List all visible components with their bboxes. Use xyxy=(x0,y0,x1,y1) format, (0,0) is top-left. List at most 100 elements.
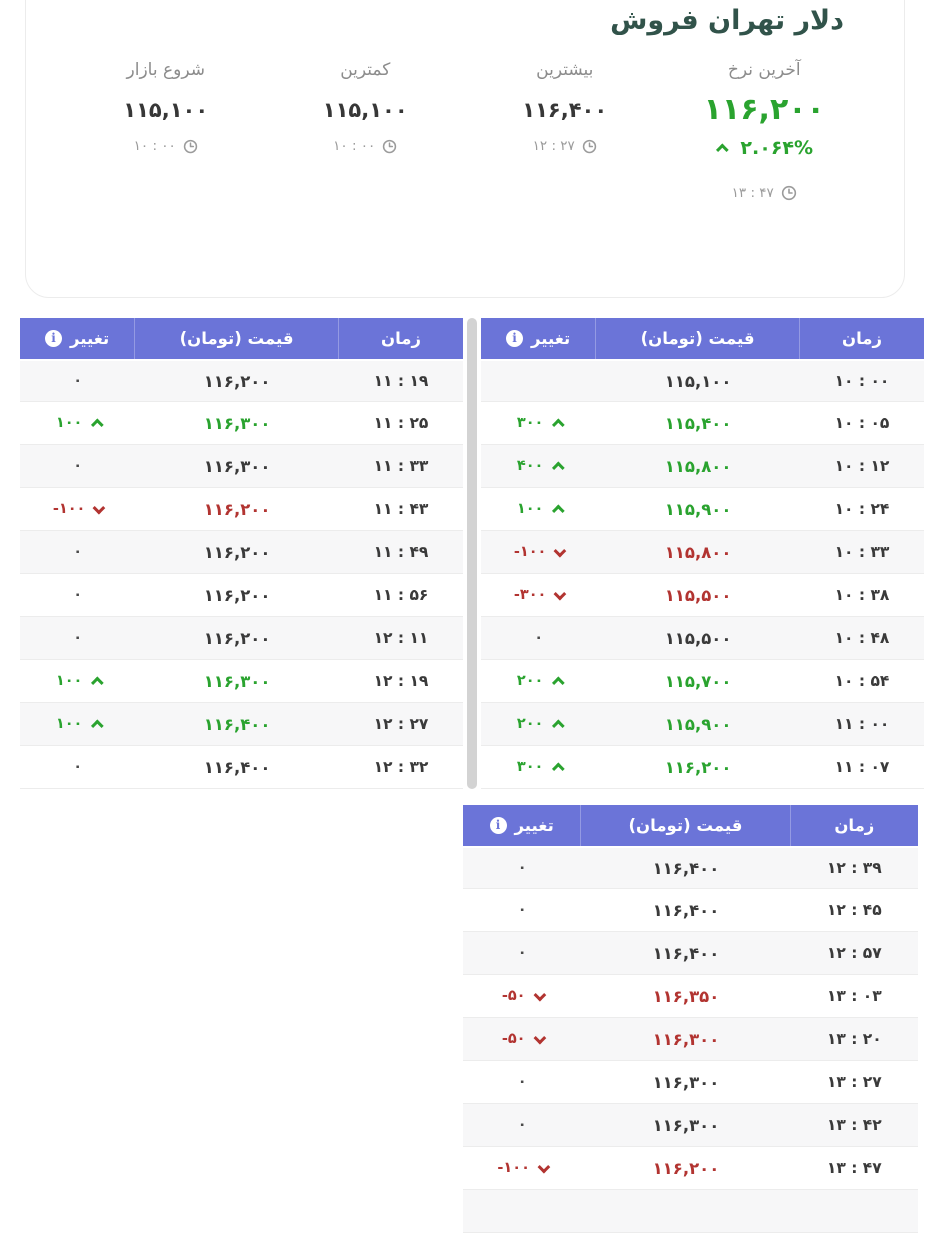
change-cell: ۲۰۰ xyxy=(481,673,596,689)
table-row: ۱۳ : ۲۷ ۱۱۶,۳۰۰ ۰ xyxy=(463,1061,918,1104)
col-header-time: زمان xyxy=(841,329,882,348)
price-cell: ۱۱۶,۴۰۰ xyxy=(203,757,271,777)
stat-label: بیشترین xyxy=(536,60,594,80)
table-row: ۱۰ : ۴۸ ۱۱۵,۵۰۰ ۰ xyxy=(481,617,924,660)
col-header-change[interactable]: تغییر i xyxy=(481,318,597,359)
price-cell: ۱۱۵,۱۰۰ xyxy=(664,371,732,391)
time-cell: ۱۱ : ۴۹ xyxy=(373,543,429,561)
time-cell: ۱۳ : ۲۷ xyxy=(826,1073,882,1091)
vertical-scrollbar[interactable] xyxy=(467,318,477,789)
change-cell: ۳۰۰ xyxy=(481,759,596,775)
change-cell: ۲۰۰ xyxy=(481,716,596,732)
table-row: ۱۱ : ۴۳ ۱۱۶,۲۰۰ -۱۰۰ xyxy=(20,488,463,531)
change-cell: ۰ xyxy=(534,630,544,646)
time-cell: ۱۱ : ۳۳ xyxy=(373,457,429,475)
stat-time: ۱۰ : ۰۰ xyxy=(333,138,397,154)
time-cell: ۱۱ : ۵۶ xyxy=(373,586,429,604)
col-header-change[interactable]: تغییر i xyxy=(463,805,582,846)
time-cell: ۱۳ : ۴۷ xyxy=(826,1159,882,1177)
change-cell: ۰ xyxy=(73,759,83,775)
arrow-up-icon xyxy=(552,504,566,517)
info-icon[interactable]: i xyxy=(45,330,62,347)
time-cell: ۱۰ : ۴۸ xyxy=(834,629,890,647)
table-row: ۱۰ : ۳۸ ۱۱۵,۵۰۰ -۳۰۰ xyxy=(481,574,924,617)
info-icon[interactable]: i xyxy=(506,330,523,347)
table-row: ۱۲ : ۵۷ ۱۱۶,۴۰۰ ۰ xyxy=(463,932,918,975)
arrow-down-icon xyxy=(92,501,106,514)
col-header-time: زمان xyxy=(834,816,875,835)
stat-label: کمترین xyxy=(340,60,391,80)
time-cell: ۱۲ : ۴۵ xyxy=(826,901,882,919)
price-table-afternoon: زمان قیمت (تومان) تغییر i ۱۲ : ۳۹ ۱۱۶,۴۰… xyxy=(463,805,918,1233)
col-header-time: زمان xyxy=(380,329,421,348)
stat-last-rate: آخرین نرخ ۱۱۶,۲۰۰ ۲.۰۶۴% ۱۳ : ۴۷ xyxy=(665,60,865,205)
arrow-down-icon xyxy=(533,988,546,1001)
change-cell: ۰ xyxy=(517,1117,527,1133)
table-row: ۱۲ : ۱۱ ۱۱۶,۲۰۰ ۰ xyxy=(20,617,463,660)
table-row: ۱۳ : ۴۷ ۱۱۶,۲۰۰ -۱۰۰ xyxy=(463,1147,918,1190)
change-cell: -۳۰۰ xyxy=(481,587,596,603)
table-row: ۱۲ : ۲۷ ۱۱۶,۴۰۰ ۱۰۰ xyxy=(20,703,463,746)
price-cell: ۱۱۵,۵۰۰ xyxy=(664,628,732,648)
price-cell: ۱۱۵,۹۰۰ xyxy=(664,714,732,734)
last-rate-change: ۲.۰۶۴% xyxy=(715,137,813,159)
col-header-price: قیمت (تومان) xyxy=(135,318,339,359)
info-icon[interactable]: i xyxy=(489,817,507,834)
arrow-up-icon xyxy=(91,418,105,431)
change-cell: ۳۰۰ xyxy=(481,415,596,431)
arrow-down-icon xyxy=(553,544,567,557)
time-cell: ۱۰ : ۵۴ xyxy=(834,672,890,690)
table-row: ۱۱ : ۰۷ ۱۱۶,۲۰۰ ۳۰۰ xyxy=(481,746,924,789)
price-cell: ۱۱۵,۴۰۰ xyxy=(664,413,732,433)
time-cell: ۱۲ : ۳۲ xyxy=(373,758,429,776)
time-cell: ۱۳ : ۰۳ xyxy=(826,987,882,1005)
table-row: ۱۲ : ۱۹ ۱۱۶,۳۰۰ ۱۰۰ xyxy=(20,660,463,703)
price-cell: ۱۱۵,۹۰۰ xyxy=(664,499,732,519)
table-row: ۱۰ : ۱۲ ۱۱۵,۸۰۰ ۴۰۰ xyxy=(481,445,924,488)
arrow-up-icon xyxy=(552,418,566,431)
table-row: ۱۳ : ۰۳ ۱۱۶,۳۵۰ -۵۰ xyxy=(463,975,918,1018)
table-row: ۱۱ : ۲۵ ۱۱۶,۳۰۰ ۱۰۰ xyxy=(20,402,463,445)
change-cell: ۱۰۰ xyxy=(20,415,135,431)
time-cell: ۱۱ : ۰۰ xyxy=(834,715,890,733)
time-cell: ۱۰ : ۲۴ xyxy=(834,500,890,518)
time-cell: ۱۰ : ۱۲ xyxy=(834,457,890,475)
table-row: ۱۱ : ۴۹ ۱۱۶,۲۰۰ ۰ xyxy=(20,531,463,574)
col-header-price: قیمت (تومان) xyxy=(596,318,800,359)
time-cell: ۱۳ : ۴۲ xyxy=(826,1116,882,1134)
table-row: ۱۰ : ۳۳ ۱۱۵,۸۰۰ -۱۰۰ xyxy=(481,531,924,574)
last-rate-value: ۱۱۶,۲۰۰ xyxy=(703,92,825,127)
change-cell: ۰ xyxy=(517,902,527,918)
change-cell: ۰ xyxy=(73,587,83,603)
stat-label: شروع بازار xyxy=(126,60,205,80)
change-cell: ۱۰۰ xyxy=(20,716,135,732)
stat-value: ۱۱۶,۴۰۰ xyxy=(522,98,608,122)
change-cell: ۰ xyxy=(517,945,527,961)
table-header: زمان قیمت (تومان) تغییر i xyxy=(481,318,924,359)
change-cell: -۱۰۰ xyxy=(481,544,596,560)
table-row: ۱۱ : ۳۳ ۱۱۶,۳۰۰ ۰ xyxy=(20,445,463,488)
price-cell: ۱۱۵,۵۰۰ xyxy=(664,585,732,605)
clock-icon xyxy=(382,139,397,154)
price-cell: ۱۱۶,۴۰۰ xyxy=(203,714,271,734)
table-row: ۱۲ : ۳۲ ۱۱۶,۴۰۰ ۰ xyxy=(20,746,463,789)
stat-value: ۱۱۵,۱۰۰ xyxy=(322,98,408,122)
change-cell: ۰ xyxy=(73,544,83,560)
price-cell: ۱۱۶,۳۰۰ xyxy=(652,1115,720,1135)
time-cell: ۱۲ : ۳۹ xyxy=(826,859,882,877)
change-cell: ۰ xyxy=(73,373,83,389)
tables-row: زمان قیمت (تومان) تغییر i ۱۰ : ۰۰ ۱۱۵,۱۰… xyxy=(20,318,924,789)
arrow-up-icon xyxy=(91,676,105,689)
change-cell: ۰ xyxy=(517,1074,527,1090)
stat-market-open: شروع بازار ۱۱۵,۱۰۰ ۱۰ : ۰۰ xyxy=(66,60,266,205)
table-row: ۱۰ : ۲۴ ۱۱۵,۹۰۰ ۱۰۰ xyxy=(481,488,924,531)
price-cell: ۱۱۶,۳۰۰ xyxy=(652,1029,720,1049)
col-header-price: قیمت (تومان) xyxy=(581,805,791,846)
price-cell: ۱۱۵,۷۰۰ xyxy=(664,671,732,691)
price-cell: ۱۱۵,۸۰۰ xyxy=(664,542,732,562)
table-row: ۱۱ : ۵۶ ۱۱۶,۲۰۰ ۰ xyxy=(20,574,463,617)
arrow-down-icon xyxy=(533,1031,546,1044)
arrow-up-icon xyxy=(91,719,105,732)
col-header-change[interactable]: تغییر i xyxy=(20,318,136,359)
clock-icon xyxy=(183,139,198,154)
